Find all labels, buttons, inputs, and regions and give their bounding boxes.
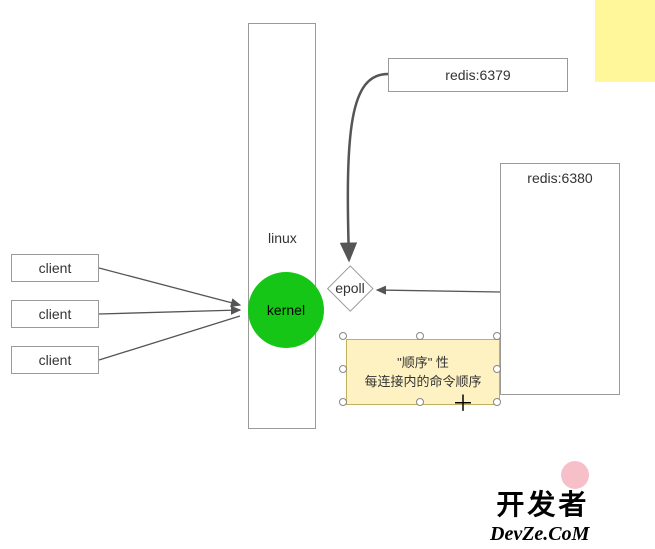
redis-label: redis:6379 [445, 67, 510, 83]
watermark: 开发者 DevZe.CoM [490, 483, 589, 546]
epoll-label: epoll [335, 280, 365, 296]
linux-label: linux [268, 230, 297, 246]
client-label: client [39, 352, 72, 368]
watermark-line2: DevZe.CoM [490, 523, 589, 546]
sticky-add-handle[interactable]: ＋ [452, 386, 474, 418]
sticky-note[interactable]: "顺序" 性 每连接内的命令顺序 [346, 339, 500, 405]
epoll-node: epoll [327, 265, 373, 311]
client-box-2: client [11, 300, 99, 328]
redis-box-1: redis:6379 [388, 58, 568, 92]
kernel-node: kernel [248, 272, 324, 348]
linux-box [248, 23, 316, 429]
client-box-1: client [11, 254, 99, 282]
client-label: client [39, 306, 72, 322]
highlight-block [595, 0, 655, 82]
client-label: client [39, 260, 72, 276]
watermark-line1: 开发者 [490, 483, 589, 523]
client-box-3: client [11, 346, 99, 374]
redis-box-2: redis:6380 [500, 163, 620, 395]
sticky-line1: "顺序" 性 [397, 353, 449, 373]
redis-label: redis:6380 [527, 170, 592, 186]
kernel-label: kernel [267, 302, 305, 318]
